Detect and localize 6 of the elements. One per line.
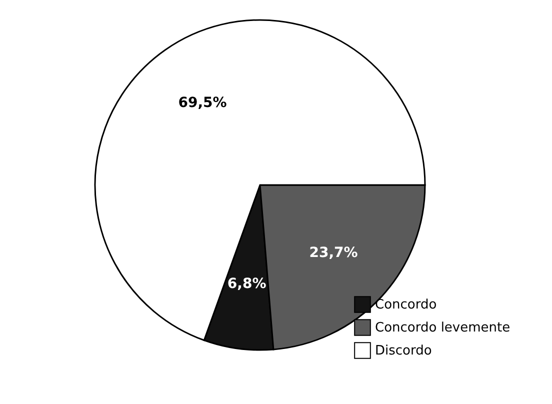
legend-label: Concordo levemente — [375, 320, 510, 336]
data-label: 6,8% — [227, 276, 266, 292]
legend-label: Discordo — [375, 344, 432, 358]
data-label: 69,5% — [178, 95, 227, 112]
legend-label: Concordo — [375, 298, 437, 312]
data-label: 23,7% — [309, 244, 358, 261]
